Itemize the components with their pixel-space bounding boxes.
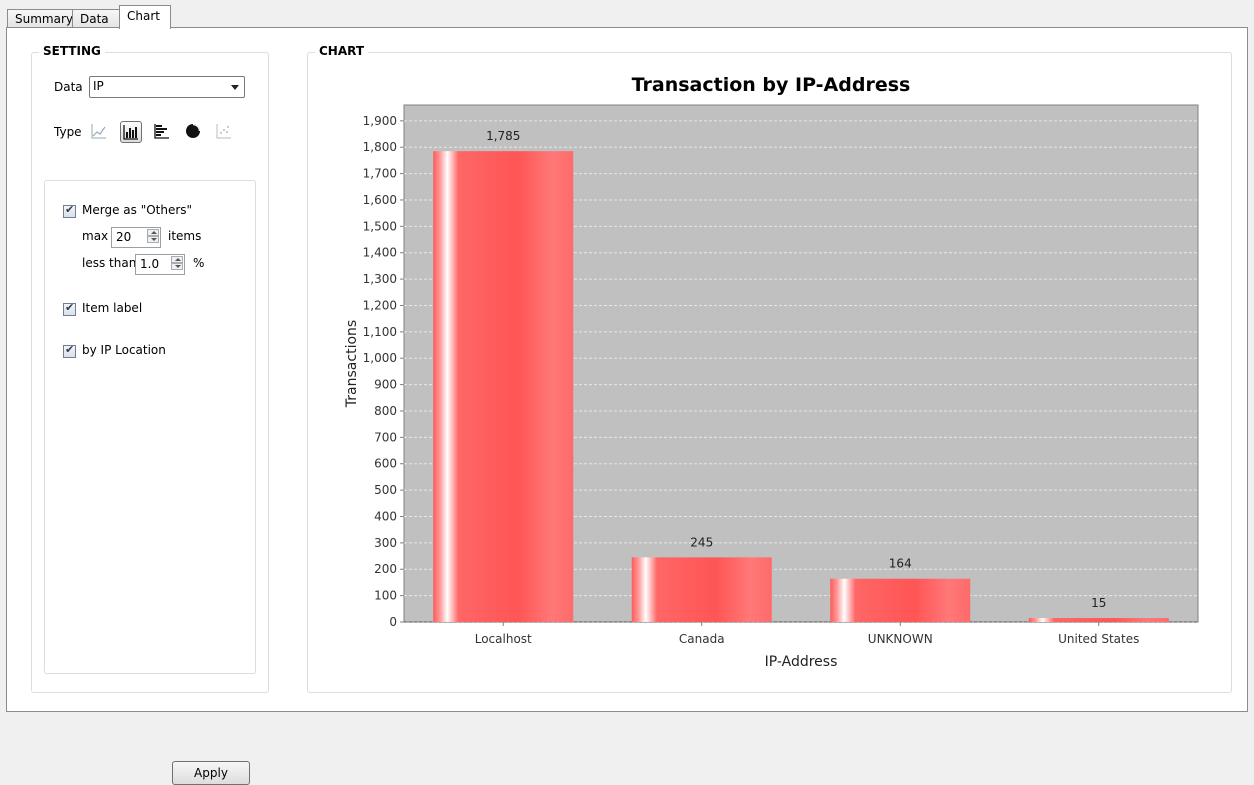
setting-title: SETTING [39,44,105,58]
y-tick-label: 500 [374,483,397,497]
data-select[interactable]: IP [89,76,245,98]
item-label-checkbox[interactable]: ✔ [63,301,76,316]
bar [631,557,772,622]
y-tick-label: 1,800 [363,140,397,154]
bar-value-label: 245 [690,535,713,549]
y-tick-label: 1,900 [363,114,397,128]
stepper-down-icon[interactable] [171,263,183,270]
checkmark-icon: ✔ [65,343,75,356]
tab-data[interactable]: Data [72,9,121,28]
bar-chart-icon[interactable] [120,121,142,143]
x-tick-label: Canada [679,632,725,646]
max-items-stepper[interactable]: 20 [111,227,161,248]
y-tick-label: 900 [374,378,397,392]
bar-value-label: 164 [889,557,912,571]
checkmark-icon: ✔ [65,301,75,314]
horizontal-bar-chart-icon[interactable] [152,121,172,141]
y-axis-label: Transactions [344,320,360,408]
merge-options-box: ✔ Merge as "Others" max 20 items less th… [44,180,256,785]
y-tick-label: 100 [374,589,397,603]
bar [830,578,971,622]
by-ip-location-label: by IP Location [82,343,166,357]
chevron-down-icon [231,85,239,90]
bar [1028,618,1169,622]
less-than-value: 1.0 [140,257,160,271]
x-tick-label: United States [1058,632,1139,646]
item-label-label: Item label [82,301,143,315]
y-tick-label: 700 [374,430,397,444]
data-select-value: IP [93,79,104,93]
tab-chart[interactable]: Chart [119,5,171,29]
y-tick-label: 1,000 [363,351,397,365]
apply-button[interactable]: Apply [172,761,250,785]
chart-panel: CHART Transaction by IP-Address 0 100 200 30… [307,44,1232,693]
chart-group-title: CHART [315,44,369,58]
y-tick-label: 1,200 [363,298,397,312]
y-tick-label: 800 [374,404,397,418]
y-tick-label: 1,400 [363,246,397,260]
y-tick-label: 1,500 [363,219,397,233]
tab-summary[interactable]: Summary [7,9,74,28]
x-axis-label: IP-Address [765,654,838,670]
y-tick-label: 1,100 [363,325,397,339]
y-tick-label: 1,600 [363,193,397,207]
max-items-value: 20 [116,230,132,244]
y-tick-label: 400 [374,509,397,523]
y-tick-label: 200 [374,562,397,576]
type-label: Type [54,125,82,139]
y-tick-label: 1,700 [363,167,397,181]
chart-title: Transaction by IP-Address [632,74,911,96]
y-tick-label: 300 [374,536,397,550]
by-ip-location-checkbox[interactable]: ✔ [63,343,76,358]
bar [433,151,574,622]
max-label: max [82,229,109,243]
merge-others-checkbox[interactable]: ✔ [63,203,76,218]
checkmark-icon: ✔ [65,203,75,216]
stepper-up-icon[interactable] [171,256,183,263]
stepper-down-icon[interactable] [147,236,159,243]
chart-tab-panel: SETTING Data IP Type ✔ Merge as "Others"… [6,27,1248,785]
bar-chart: Transaction by IP-Address 0 100 200 300 400 50… [344,74,1199,670]
line-chart-icon[interactable] [89,121,109,141]
merge-others-label: Merge as "Others" [82,203,193,217]
y-tick-label: 600 [374,457,397,471]
x-tick-label: Localhost [475,632,532,646]
y-tick-label: 1,300 [363,272,397,286]
y-tick-label: 0 [389,615,397,629]
bar-value-label: 15 [1091,596,1106,610]
stepper-up-icon[interactable] [147,229,159,236]
less-than-label: less than [82,256,137,270]
x-tick-label: UNKNOWN [868,632,933,646]
pie-chart-icon[interactable] [183,121,203,141]
data-label: Data [54,80,83,94]
scatter-chart-icon[interactable] [214,121,234,141]
setting-panel: SETTING Data IP Type ✔ Merge as "Others"… [31,44,269,785]
percent-label: % [193,256,205,270]
items-label: items [168,229,202,243]
less-than-stepper[interactable]: 1.0 [135,254,185,275]
bar-value-label: 1,785 [486,129,520,143]
